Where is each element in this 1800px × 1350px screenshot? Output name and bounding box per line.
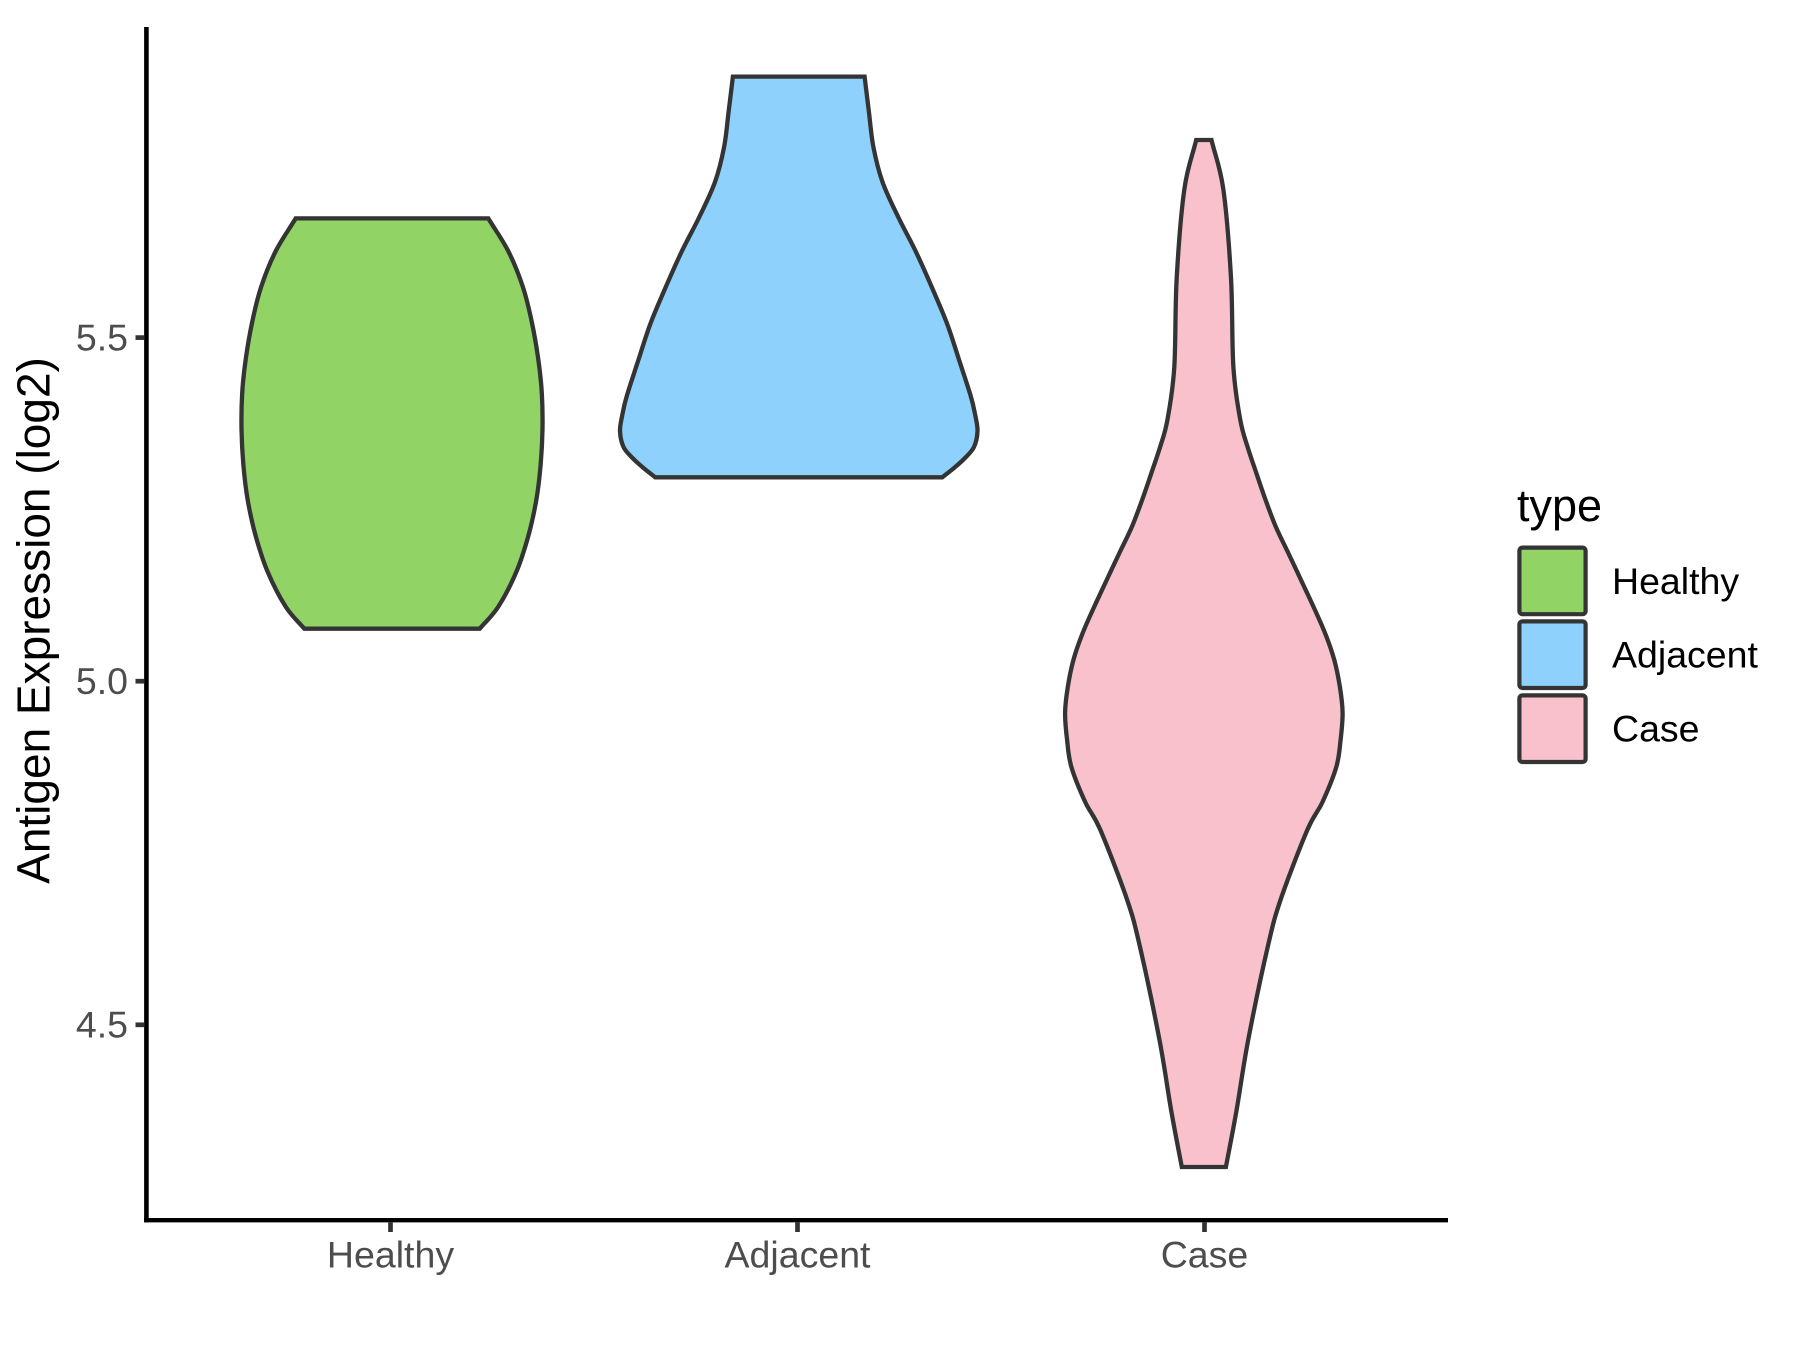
svg-text:Adjacent: Adjacent <box>725 1234 872 1276</box>
svg-text:Case: Case <box>1612 708 1700 750</box>
svg-text:Healthy: Healthy <box>327 1234 454 1276</box>
svg-text:Healthy: Healthy <box>1612 560 1739 602</box>
svg-text:type: type <box>1517 480 1602 531</box>
svg-text:Adjacent: Adjacent <box>1612 634 1759 676</box>
svg-text:4.5: 4.5 <box>76 1004 128 1046</box>
svg-text:5.0: 5.0 <box>76 660 128 702</box>
svg-text:Antigen Expression (log2): Antigen Expression (log2) <box>8 357 60 884</box>
svg-text:5.5: 5.5 <box>76 317 128 359</box>
svg-text:Case: Case <box>1161 1234 1249 1276</box>
